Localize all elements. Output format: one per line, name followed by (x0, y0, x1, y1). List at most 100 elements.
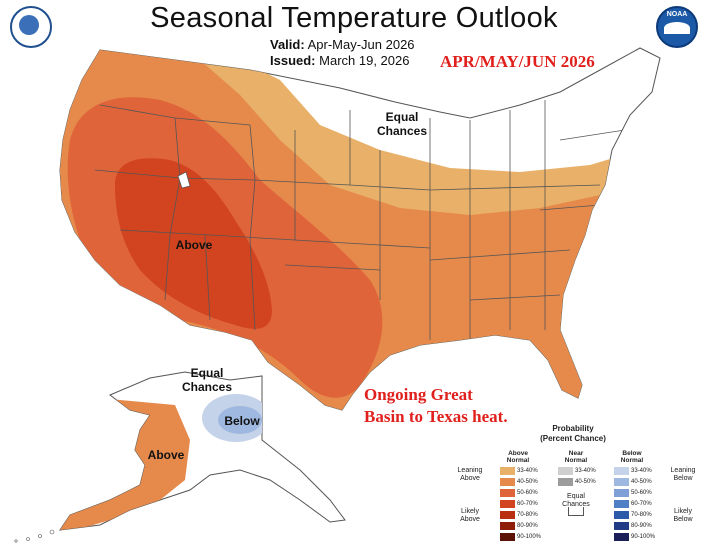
below-alaska-label: Below (224, 414, 260, 428)
legend-swatch (500, 489, 515, 497)
legend-likely-below: Likely Below (662, 508, 704, 524)
map-title: Seasonal Temperature Outlook (150, 2, 558, 34)
above-alaska-label: Above (147, 448, 185, 462)
leaning-below-line1: Leaning (670, 467, 696, 474)
annotation-line2: Basin to Texas heat. (364, 407, 508, 426)
annotation-line1: Ongoing Great (364, 385, 473, 404)
legend-below-heading-line1: Below (622, 450, 642, 457)
legend-above-row: 90-100% (498, 532, 541, 543)
noaa-logo: NOAA (656, 6, 698, 48)
legend-above-column: Above Normal 33-40% 40-50% 50-60% 60-70% 70-… (498, 450, 541, 543)
likely-above-line1: Likely (461, 508, 479, 515)
legend-swatch (500, 478, 515, 486)
legend-below-row: 60-70% (612, 499, 652, 510)
legend-range-label: 40-50% (517, 479, 538, 485)
legend-range-label: 40-50% (575, 479, 596, 485)
heat-annotation: Ongoing Great Basin to Texas heat. (364, 384, 508, 428)
legend-above-heading: Above Normal (498, 450, 538, 466)
legend-range-label: 70-80% (631, 512, 652, 518)
legend-equal-chances-swatch (568, 507, 584, 516)
legend-below-heading: Below Normal (612, 450, 652, 466)
legend-near-column: Near Normal 33-40% 40-50% (556, 450, 596, 488)
legend-above-row: 50-60% (498, 488, 538, 499)
legend-swatch (500, 522, 515, 530)
legend-title-line2: (Percent Chance) (540, 434, 606, 443)
legend-swatch (558, 467, 573, 475)
probability-legend: Probability (Percent Chance) Above Norma… (440, 424, 706, 546)
legend-swatch (614, 533, 629, 541)
valid-line: Valid: Apr-May-Jun 2026 (270, 37, 415, 52)
legend-below-column: Below Normal 33-40% 40-50% 50-60% 60-70% 70-… (612, 450, 656, 543)
legend-swatch (614, 522, 629, 530)
noaa-logo-text: NOAA (666, 11, 688, 18)
legend-near-heading: Near Normal (556, 450, 596, 466)
issued-line: Issued: March 19, 2026 (270, 53, 409, 68)
legend-below-row: 50-60% (612, 488, 652, 499)
legend-swatch (614, 511, 629, 519)
legend-swatch (614, 467, 629, 475)
above-60-70-region (115, 158, 272, 329)
legend-below-heading-line2: Normal (620, 457, 644, 464)
likely-below-line2: Below (673, 516, 693, 523)
legend-range-label: 90-100% (631, 534, 656, 540)
legend-swatch (558, 478, 573, 486)
equal-chances-conus-line1: Equal (385, 110, 419, 124)
legend-below-row: 80-90% (612, 521, 652, 532)
legend-swatch (500, 511, 515, 519)
likely-below-line1: Likely (674, 508, 692, 515)
legend-below-row: 33-40% (612, 466, 652, 477)
legend-above-row: 40-50% (498, 477, 538, 488)
doc-seal-logo (10, 6, 52, 48)
legend-below-row: 90-100% (612, 532, 656, 543)
legend-title: Probability (Percent Chance) (440, 424, 706, 444)
legend-above-heading-line1: Above (508, 450, 528, 457)
legend-near-row: 33-40% (556, 466, 596, 477)
legend-swatch (500, 533, 515, 541)
legend-above-heading-line2: Normal (506, 457, 530, 464)
legend-near-row: 40-50% (556, 477, 596, 488)
legend-equal-chances-line2: Chances (562, 501, 590, 508)
legend-leaning-above: Leaning Above (450, 467, 490, 483)
legend-below-row: 70-80% (612, 510, 652, 521)
issued-value: March 19, 2026 (319, 53, 410, 68)
likely-above-line2: Above (460, 516, 480, 523)
equal-chances-alaska-label: Equal Chances (176, 366, 238, 394)
legend-range-label: 50-60% (631, 490, 652, 496)
legend-range-label: 33-40% (575, 468, 596, 474)
equal-chances-alaska-line1: Equal (190, 366, 224, 380)
legend-range-label: 33-40% (517, 468, 538, 474)
alaska-above-region (60, 395, 190, 530)
legend-range-label: 60-70% (631, 501, 652, 507)
legend-near-heading-line2: Normal (564, 457, 588, 464)
legend-range-label: 80-90% (517, 523, 538, 529)
legend-near-heading-line1: Near (568, 450, 584, 457)
legend-range-label: 80-90% (631, 523, 652, 529)
equal-chances-conus-label: Equal Chances (372, 110, 432, 138)
legend-range-label: 70-80% (517, 512, 538, 518)
legend-swatch (500, 467, 515, 475)
leaning-above-line1: Leaning (457, 467, 483, 474)
legend-swatch (500, 500, 515, 508)
above-conus-label: Above (175, 238, 213, 252)
legend-equal-chances-line1: Equal (567, 493, 585, 500)
season-stamp: APR/MAY/JUN 2026 (440, 52, 595, 71)
leaning-above-line2: Above (460, 475, 480, 482)
utah-equal-chances-spot (177, 171, 191, 189)
legend-above-row: 70-80% (498, 510, 538, 521)
legend-above-row: 80-90% (498, 521, 538, 532)
valid-label: Valid: (270, 37, 305, 52)
issued-label: Issued: (270, 53, 316, 68)
legend-range-label: 60-70% (517, 501, 538, 507)
legend-range-label: 50-60% (517, 490, 538, 496)
legend-title-line1: Probability (552, 424, 594, 433)
valid-value: Apr-May-Jun 2026 (307, 37, 415, 52)
legend-below-row: 40-50% (612, 477, 652, 488)
legend-swatch (614, 489, 629, 497)
legend-swatch (614, 500, 629, 508)
aleutian-islands (14, 529, 55, 543)
leaning-below-line2: Below (673, 475, 693, 482)
legend-above-row: 60-70% (498, 499, 538, 510)
legend-range-label: 33-40% (631, 468, 652, 474)
legend-swatch (614, 478, 629, 486)
